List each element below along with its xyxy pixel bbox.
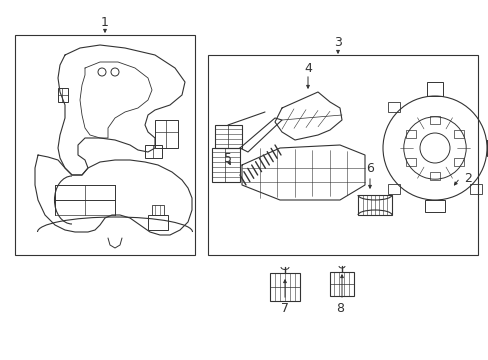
Bar	[145, 145, 162, 158]
Bar	[329, 272, 353, 296]
Text: 1: 1	[101, 15, 109, 28]
Bar	[469, 184, 481, 194]
Bar	[405, 130, 415, 138]
Bar	[215, 125, 242, 148]
Bar	[453, 130, 463, 138]
Bar	[269, 273, 299, 301]
Bar	[357, 195, 391, 215]
Bar	[148, 215, 168, 230]
Text: 7: 7	[281, 302, 288, 315]
Bar	[152, 205, 163, 215]
Bar	[155, 120, 178, 148]
Text: 5: 5	[224, 152, 231, 165]
Bar	[387, 102, 399, 112]
Text: 6: 6	[366, 162, 373, 175]
Bar	[453, 158, 463, 166]
Bar	[58, 88, 68, 102]
Text: 4: 4	[304, 62, 311, 75]
Text: 3: 3	[333, 36, 341, 49]
Bar	[212, 148, 240, 182]
Bar	[405, 158, 415, 166]
Bar	[387, 184, 399, 194]
Text: 2: 2	[463, 171, 471, 184]
Bar	[429, 116, 439, 124]
Bar	[15, 35, 195, 255]
Bar	[424, 200, 444, 212]
Text: 8: 8	[335, 302, 343, 315]
Bar	[486, 140, 488, 156]
Bar	[207, 55, 477, 255]
Bar	[429, 172, 439, 180]
Bar	[426, 82, 442, 96]
